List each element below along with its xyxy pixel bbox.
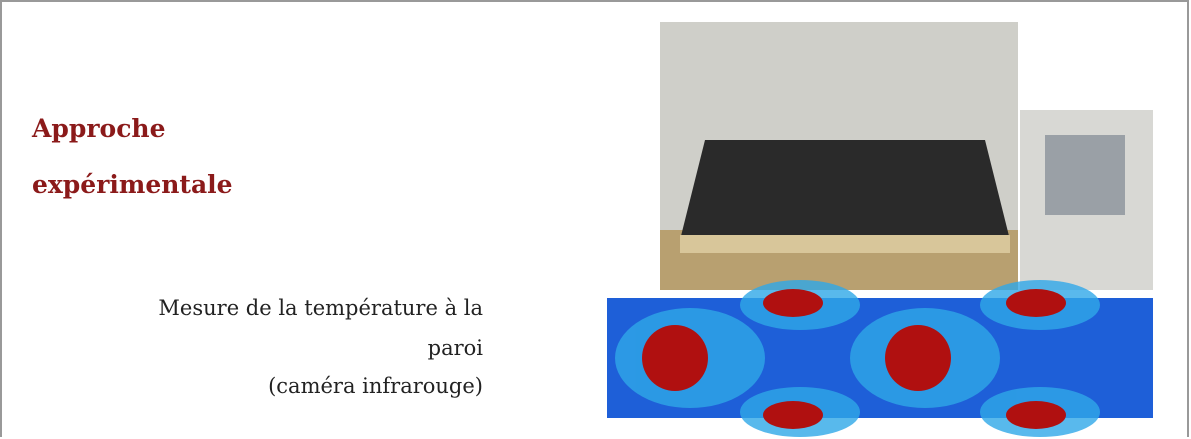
thermal-map [607, 280, 1153, 437]
caption-line: paroi [427, 336, 483, 360]
caption-line: Mesure de la température à la [158, 296, 483, 320]
photo-camera [1020, 110, 1153, 290]
heading-line: Approche [32, 114, 166, 143]
caption-line: (caméra infrarouge) [268, 374, 483, 398]
photo-setup [660, 22, 1018, 290]
heading-line: expérimentale [32, 170, 233, 199]
